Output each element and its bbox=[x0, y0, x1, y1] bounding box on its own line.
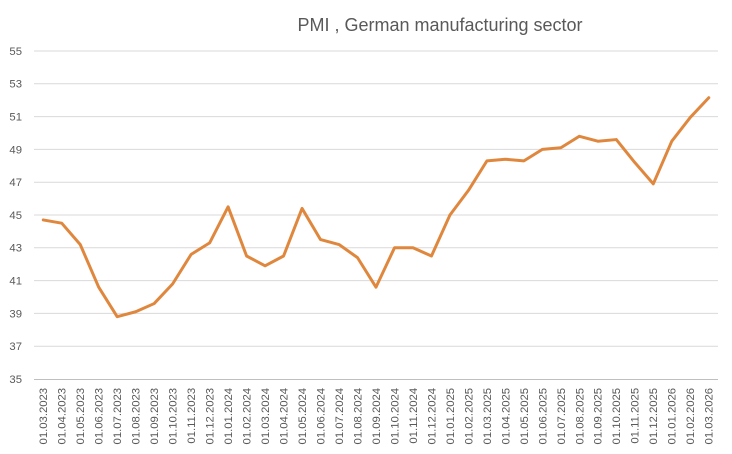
svg-text:01.11.2025: 01.11.2025 bbox=[630, 388, 642, 444]
svg-text:PMI , German manufacturing sec: PMI , German manufacturing sector bbox=[297, 15, 582, 35]
svg-text:01.12.2024: 01.12.2024 bbox=[426, 388, 438, 445]
svg-text:01.06.2025: 01.06.2025 bbox=[537, 388, 549, 445]
svg-text:01.07.2023: 01.07.2023 bbox=[112, 388, 124, 445]
svg-text:01.08.2024: 01.08.2024 bbox=[352, 388, 364, 445]
svg-text:01.05.2024: 01.05.2024 bbox=[297, 388, 309, 445]
svg-text:01.01.2025: 01.01.2025 bbox=[445, 388, 457, 445]
svg-text:53: 53 bbox=[9, 79, 22, 91]
svg-text:01.07.2025: 01.07.2025 bbox=[556, 388, 568, 445]
svg-text:01.06.2023: 01.06.2023 bbox=[94, 388, 106, 445]
svg-text:01.01.2024: 01.01.2024 bbox=[223, 388, 235, 445]
svg-text:01.04.2024: 01.04.2024 bbox=[278, 388, 290, 445]
svg-text:01.09.2024: 01.09.2024 bbox=[371, 388, 383, 445]
svg-text:01.05.2025: 01.05.2025 bbox=[519, 388, 531, 445]
svg-text:01.03.2023: 01.03.2023 bbox=[38, 388, 50, 445]
svg-text:39: 39 bbox=[9, 308, 22, 320]
svg-text:01.10.2023: 01.10.2023 bbox=[168, 388, 180, 445]
svg-text:37: 37 bbox=[9, 341, 22, 353]
svg-text:01.03.2024: 01.03.2024 bbox=[260, 388, 272, 445]
svg-text:01.11.2024: 01.11.2024 bbox=[408, 388, 420, 444]
svg-text:01.06.2024: 01.06.2024 bbox=[315, 388, 327, 445]
svg-text:01.05.2023: 01.05.2023 bbox=[75, 388, 87, 445]
svg-text:47: 47 bbox=[9, 177, 22, 189]
svg-text:01.01.2026: 01.01.2026 bbox=[667, 388, 679, 445]
svg-text:49: 49 bbox=[9, 144, 22, 156]
svg-text:01.08.2025: 01.08.2025 bbox=[574, 388, 586, 445]
svg-text:01.08.2023: 01.08.2023 bbox=[131, 388, 143, 445]
svg-text:01.12.2023: 01.12.2023 bbox=[205, 388, 217, 445]
svg-text:01.10.2025: 01.10.2025 bbox=[611, 388, 623, 445]
svg-text:01.10.2024: 01.10.2024 bbox=[389, 388, 401, 445]
svg-text:01.07.2024: 01.07.2024 bbox=[334, 388, 346, 445]
svg-text:01.04.2023: 01.04.2023 bbox=[57, 388, 69, 445]
svg-text:01.02.2025: 01.02.2025 bbox=[463, 388, 475, 445]
svg-text:01.09.2023: 01.09.2023 bbox=[149, 388, 161, 445]
svg-text:01.03.2025: 01.03.2025 bbox=[482, 388, 494, 445]
svg-text:01.09.2025: 01.09.2025 bbox=[593, 388, 605, 445]
svg-text:01.11.2023: 01.11.2023 bbox=[186, 388, 198, 444]
svg-text:55: 55 bbox=[9, 46, 22, 58]
svg-text:43: 43 bbox=[9, 243, 22, 255]
svg-text:01.02.2024: 01.02.2024 bbox=[241, 388, 253, 445]
svg-text:01.04.2025: 01.04.2025 bbox=[500, 388, 512, 445]
svg-text:41: 41 bbox=[9, 276, 22, 288]
svg-text:01.03.2026: 01.03.2026 bbox=[704, 388, 716, 445]
svg-text:01.12.2025: 01.12.2025 bbox=[648, 388, 660, 445]
svg-text:51: 51 bbox=[9, 112, 22, 124]
svg-text:01.02.2026: 01.02.2026 bbox=[685, 388, 697, 445]
svg-text:45: 45 bbox=[9, 210, 22, 222]
svg-text:35: 35 bbox=[9, 374, 22, 386]
